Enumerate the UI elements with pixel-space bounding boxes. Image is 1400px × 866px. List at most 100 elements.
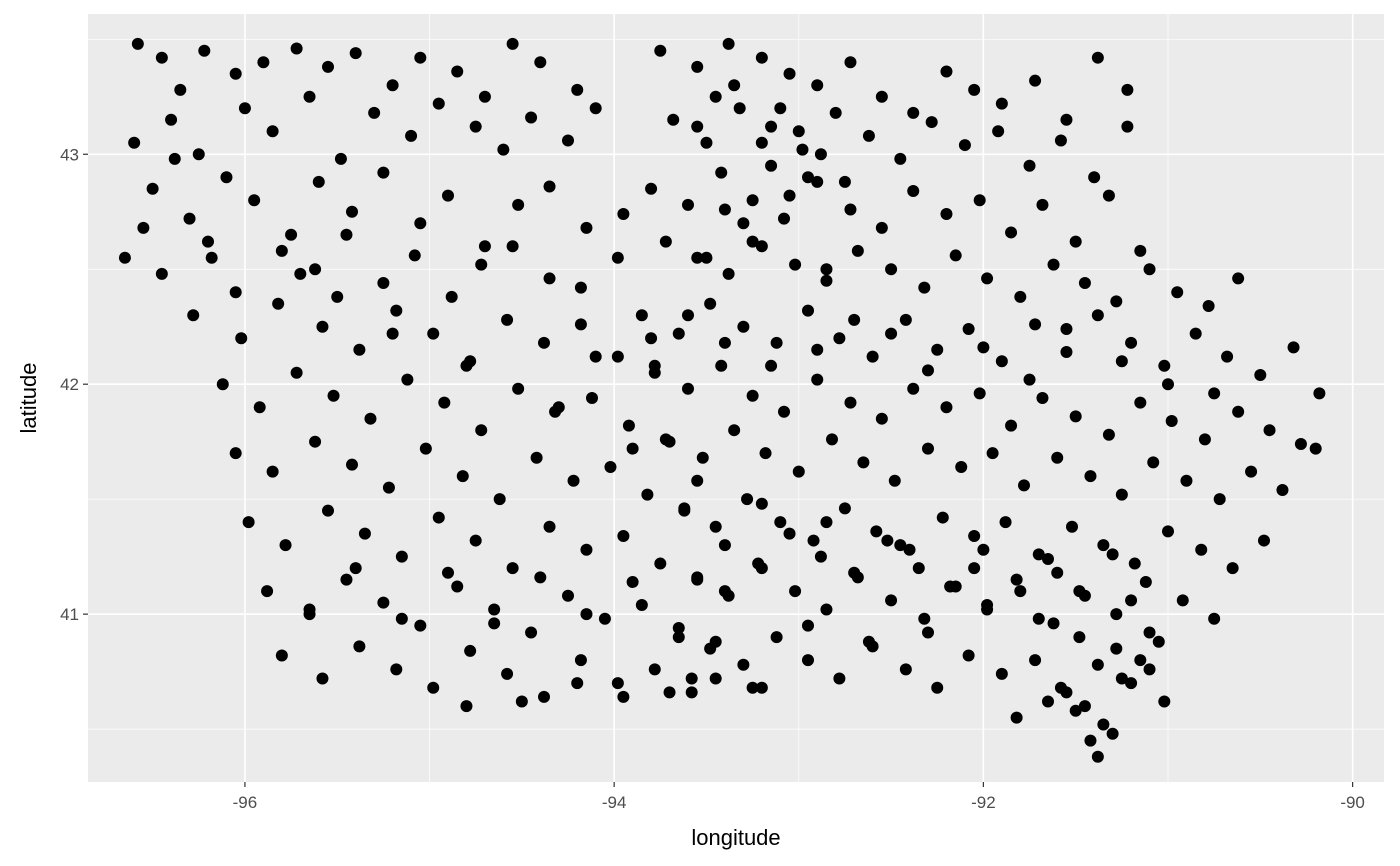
data-point bbox=[506, 240, 519, 253]
data-point bbox=[968, 562, 981, 575]
data-point bbox=[973, 387, 986, 400]
data-point bbox=[290, 42, 303, 55]
data-point bbox=[925, 116, 938, 129]
y-tick-label: 41 bbox=[60, 605, 79, 624]
data-point bbox=[1060, 323, 1073, 336]
data-point bbox=[586, 392, 598, 404]
y-axis-ticks: 41 42 43 bbox=[60, 145, 88, 624]
data-point bbox=[512, 382, 525, 395]
data-point bbox=[811, 373, 824, 386]
data-point bbox=[445, 290, 458, 303]
data-point bbox=[1023, 373, 1036, 386]
data-point bbox=[654, 557, 667, 570]
data-point bbox=[995, 667, 1008, 680]
data-point bbox=[346, 205, 358, 218]
data-point bbox=[811, 343, 824, 356]
data-point bbox=[285, 228, 298, 241]
data-point bbox=[530, 451, 543, 464]
data-point bbox=[275, 649, 288, 662]
data-point bbox=[1091, 309, 1104, 322]
data-point bbox=[995, 97, 1008, 110]
data-point bbox=[414, 217, 427, 230]
data-point bbox=[475, 258, 488, 271]
data-point bbox=[1143, 626, 1156, 639]
data-point bbox=[792, 465, 805, 478]
data-point bbox=[958, 139, 971, 152]
data-point bbox=[1143, 663, 1156, 676]
data-point bbox=[977, 341, 990, 354]
data-point bbox=[1195, 543, 1208, 556]
data-point bbox=[922, 442, 934, 455]
data-point bbox=[266, 465, 279, 478]
data-point bbox=[611, 251, 624, 264]
data-point bbox=[534, 56, 547, 69]
data-point bbox=[870, 525, 883, 538]
data-point bbox=[709, 672, 722, 685]
data-point bbox=[1032, 548, 1045, 561]
data-point bbox=[229, 286, 242, 299]
data-point bbox=[918, 281, 931, 294]
data-point bbox=[386, 327, 399, 340]
data-point bbox=[475, 424, 488, 437]
data-point bbox=[538, 690, 550, 703]
data-point bbox=[515, 695, 528, 708]
data-point bbox=[645, 332, 658, 345]
data-point bbox=[1208, 612, 1221, 625]
data-point bbox=[728, 79, 741, 92]
data-point bbox=[811, 175, 824, 188]
data-point bbox=[1180, 474, 1193, 487]
data-point bbox=[512, 198, 525, 211]
data-point bbox=[460, 700, 473, 713]
data-point bbox=[792, 125, 805, 138]
data-point bbox=[1162, 378, 1174, 391]
y-tick-label: 43 bbox=[60, 145, 79, 164]
data-point bbox=[755, 51, 768, 64]
data-point bbox=[238, 102, 251, 115]
data-point bbox=[460, 359, 473, 372]
data-point bbox=[672, 327, 685, 340]
data-point bbox=[802, 619, 814, 632]
data-point bbox=[1042, 695, 1054, 708]
data-point bbox=[358, 527, 371, 540]
data-point bbox=[894, 539, 907, 552]
data-point bbox=[654, 44, 667, 57]
data-point bbox=[862, 129, 875, 142]
data-point bbox=[1005, 226, 1018, 239]
data-point bbox=[802, 654, 814, 667]
data-point bbox=[1294, 437, 1307, 450]
data-point bbox=[309, 263, 322, 276]
data-point bbox=[1054, 134, 1067, 147]
data-point bbox=[414, 619, 427, 632]
data-point bbox=[866, 350, 879, 363]
data-point bbox=[833, 332, 846, 345]
data-point bbox=[501, 667, 514, 680]
data-point bbox=[848, 313, 861, 326]
data-point bbox=[303, 90, 316, 103]
data-point bbox=[128, 136, 141, 149]
data-point bbox=[820, 603, 833, 616]
data-point bbox=[390, 304, 403, 317]
data-point bbox=[626, 442, 639, 455]
data-point bbox=[844, 56, 857, 69]
data-point bbox=[427, 327, 440, 340]
data-point bbox=[562, 589, 574, 602]
data-point bbox=[155, 267, 168, 280]
data-point bbox=[940, 401, 953, 414]
data-point bbox=[691, 573, 704, 586]
data-point bbox=[131, 37, 144, 50]
data-point bbox=[464, 644, 477, 657]
data-point bbox=[922, 626, 934, 639]
data-point bbox=[257, 56, 270, 69]
data-point bbox=[645, 182, 658, 195]
data-point bbox=[814, 550, 827, 563]
x-tick-label: -92 bbox=[971, 793, 996, 812]
data-point bbox=[1066, 520, 1078, 533]
data-point bbox=[312, 175, 325, 188]
data-point bbox=[759, 447, 772, 460]
data-point bbox=[1091, 658, 1104, 671]
data-point bbox=[382, 481, 395, 494]
data-point bbox=[414, 51, 427, 64]
data-point bbox=[1165, 414, 1178, 427]
data-point bbox=[617, 690, 630, 703]
